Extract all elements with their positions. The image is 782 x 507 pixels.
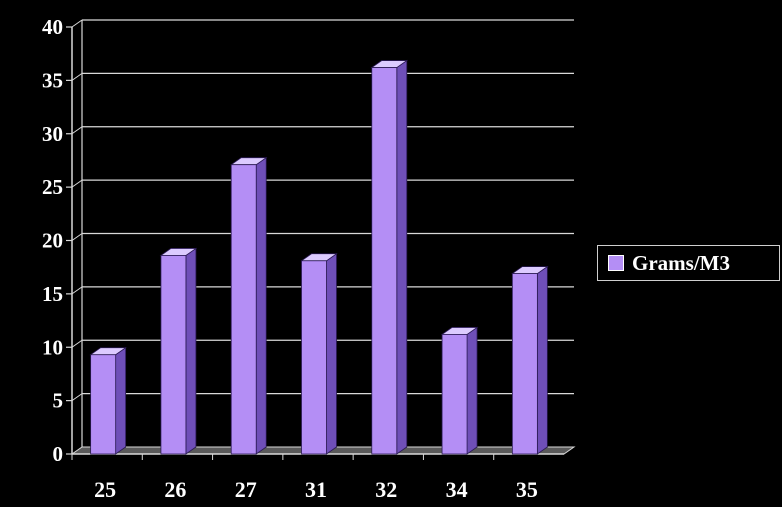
x-tick-label: 25	[94, 477, 116, 502]
y-tick-label: 0	[53, 442, 64, 466]
legend-label: Grams/M3	[632, 250, 730, 275]
bar	[511, 265, 549, 455]
x-tick-label: 35	[516, 477, 538, 502]
bar	[159, 247, 198, 455]
gridline-depth	[71, 339, 83, 348]
y-tick-label: 25	[42, 175, 63, 199]
bar	[370, 59, 409, 455]
gridline-depth	[71, 286, 83, 295]
x-axis-ticks: 25 26 27 31 32 34 35	[94, 477, 538, 502]
x-tick-label: 27	[235, 477, 257, 502]
y-tick-label: 10	[42, 335, 63, 359]
bars	[89, 59, 549, 455]
bar	[89, 346, 127, 455]
y-tick-label: 20	[42, 229, 63, 253]
bar-side	[326, 253, 337, 455]
bar-side	[185, 247, 197, 455]
legend-swatch	[608, 255, 624, 271]
gridline-depth	[71, 179, 83, 188]
bar-front	[371, 67, 398, 455]
y-tick-label: 30	[42, 122, 63, 146]
bar-side	[115, 346, 127, 455]
bar-front	[160, 255, 187, 455]
gridline-depth	[71, 72, 83, 81]
bar-front	[230, 164, 257, 455]
y-tick-label: 40	[42, 15, 63, 39]
bar-side	[536, 265, 548, 455]
y-tick-label: 5	[53, 389, 64, 413]
gridline-depth	[71, 233, 83, 241]
bar-side	[466, 326, 478, 455]
x-tick-label: 32	[375, 477, 397, 502]
gridline-depth	[71, 393, 83, 402]
bar-front	[301, 260, 327, 455]
bar	[300, 253, 338, 455]
y-tick-label: 35	[42, 68, 63, 92]
bar-side	[396, 59, 408, 455]
bar	[229, 156, 268, 455]
y-axis-ticks: 0 5 10 15 20 25 30 35 40	[42, 15, 63, 466]
x-tick-label: 34	[446, 477, 468, 502]
bar-front	[90, 354, 117, 455]
bar-front	[441, 334, 468, 455]
bar-side	[255, 156, 267, 455]
bar	[440, 326, 479, 455]
x-tick-label: 26	[164, 477, 186, 502]
gridline-depth	[71, 126, 83, 135]
x-tick-label: 31	[305, 477, 327, 502]
y-tick-label: 15	[42, 282, 63, 306]
bar-front	[511, 273, 538, 455]
legend: Grams/M3	[597, 245, 780, 281]
gridline-depth	[71, 19, 83, 28]
